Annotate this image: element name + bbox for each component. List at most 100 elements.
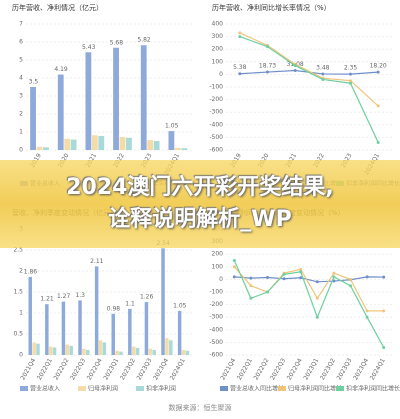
y-tick-label: 2 [19, 268, 23, 275]
y-tick-label: 0 [19, 352, 23, 359]
point [349, 81, 352, 85]
x-tick-label: 2022Q4 [286, 357, 304, 381]
chart-title: 历年营收、净利同比增长率情况（%） [212, 3, 331, 12]
point [232, 259, 236, 262]
y-tick-label: -500 [209, 134, 223, 141]
x-tick-label: 2023Q1 [102, 357, 120, 381]
x-tick-label: 2024Q1 [369, 357, 387, 381]
y-tick-label: -400 [209, 121, 223, 128]
x-tick-label: 2023Q3 [336, 357, 354, 381]
y-tick-label: 6 [19, 39, 23, 46]
y-tick-label: 0 [219, 71, 223, 78]
bar [43, 147, 49, 150]
bar [152, 349, 156, 355]
point [238, 31, 242, 35]
point [365, 315, 369, 319]
bar [36, 146, 43, 150]
chart-title: 历年营收、净利情况（亿元） [12, 3, 103, 12]
data-label: 1.05 [165, 123, 179, 130]
x-tick-label: 2021Q4 [219, 357, 237, 381]
point [315, 315, 319, 319]
x-tick-label: 2023Q1 [302, 357, 320, 381]
data-label: 0.98 [107, 305, 121, 312]
y-tick-label: 0 [19, 147, 23, 154]
y-tick-label: 1 [19, 129, 23, 136]
point [365, 275, 369, 279]
bar [140, 45, 147, 150]
bar [98, 340, 103, 355]
bar [126, 137, 132, 150]
point [349, 277, 352, 281]
data-label: 18.73 [259, 63, 276, 70]
bar [94, 266, 99, 355]
chart-panel: 营收、净利季度变动情况（亿元）00.511.522.532021Q42022Q1… [12, 208, 192, 393]
point [282, 272, 286, 276]
x-tick-label: 2023Q2 [319, 357, 337, 381]
x-tick-label: 2022Q1 [236, 357, 254, 381]
point [332, 279, 336, 283]
x-tick-label: 2023Q3 [136, 357, 154, 381]
legend-label: 扣非净利润 [146, 385, 176, 393]
data-label: 1.21 [40, 296, 54, 303]
point [238, 72, 242, 76]
bar [115, 350, 119, 355]
y-tick-label: -200 [209, 96, 223, 103]
x-tick-label: 2023Q4 [152, 357, 170, 381]
x-tick-label: 2022Q4 [86, 357, 104, 381]
legend-label: 营业总收入 [30, 385, 60, 393]
data-label: 3.48 [316, 64, 330, 71]
point [238, 35, 242, 39]
banner-line: 2024澳门六开彩开奖结果, [66, 175, 334, 200]
point [282, 277, 286, 281]
x-tick-label: 2024Q1 [169, 357, 187, 381]
bar [111, 313, 115, 355]
bar [85, 52, 92, 151]
bar [69, 345, 73, 355]
y-tick-label: 1 [19, 310, 23, 317]
data-label: 1.05 [173, 302, 187, 309]
point [232, 275, 236, 279]
y-tick-label: 5 [19, 57, 23, 64]
bar [181, 349, 186, 355]
legend-label: 扣非净利润同比增长 [346, 385, 400, 393]
point [299, 267, 303, 271]
legend-swatch [136, 386, 144, 391]
bar [174, 147, 181, 150]
bar [28, 276, 32, 355]
point [266, 276, 269, 280]
point [365, 309, 369, 313]
legend-label: 归母净利润同比增长 [288, 385, 342, 393]
data-label: 2.35 [344, 65, 358, 72]
point [315, 296, 319, 300]
bar [91, 135, 98, 150]
bar [128, 308, 132, 355]
data-label: 5.43 [82, 44, 96, 51]
legend-label: 归母净利润 [88, 385, 118, 393]
bar [119, 351, 123, 355]
line [233, 266, 384, 312]
point [293, 68, 297, 72]
bar [147, 140, 154, 150]
bar [153, 141, 160, 150]
bar [185, 350, 190, 355]
point [332, 271, 336, 275]
bar [177, 310, 182, 355]
y-tick-label: 2.5 [13, 247, 23, 254]
point [332, 275, 336, 279]
y-tick-label: 400 [212, 21, 224, 28]
point [266, 70, 269, 74]
bar [181, 148, 188, 150]
bar [102, 342, 107, 355]
data-label: 5.68 [110, 39, 124, 46]
point [376, 140, 380, 144]
data-label: 2.11 [90, 258, 104, 265]
point [266, 45, 269, 49]
data-label: 5.38 [233, 64, 247, 71]
point [232, 265, 236, 269]
bar [78, 300, 82, 355]
x-tick-label: 2022Q2 [253, 357, 271, 381]
y-tick-label: 0.5 [13, 331, 23, 338]
y-tick-label: -400 [209, 326, 223, 333]
line [239, 32, 379, 107]
point [249, 296, 253, 300]
